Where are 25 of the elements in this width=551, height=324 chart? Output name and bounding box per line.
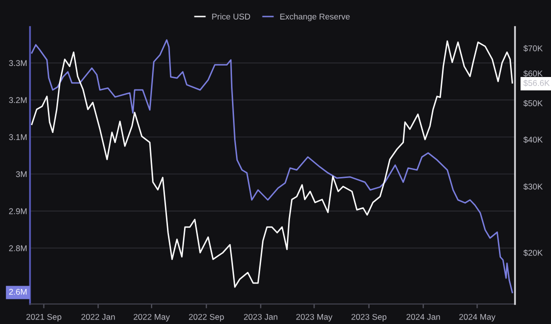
y2-tick-label: $60K <box>523 70 543 77</box>
y2-tick-label: $20K <box>523 249 543 256</box>
y-tick-label: 3M <box>16 171 27 178</box>
x-tick-label: 2024 May <box>459 314 496 322</box>
x-tick-label: 2024 Jan <box>406 314 440 320</box>
y-tick-label: 2.9M <box>9 208 27 214</box>
x-tick-label: 2022 Jan <box>81 314 115 320</box>
text: 2.6M <box>9 288 27 295</box>
legend-label: Price USD <box>212 13 250 20</box>
y2-tick-label: $40K <box>523 136 543 144</box>
x-tick-label: 2021 Sep <box>26 314 62 322</box>
y2-tick-label: $70K <box>523 45 543 52</box>
legend-label: Exchange Reserve <box>280 13 350 22</box>
y-tick-label: 3.3M <box>9 60 27 66</box>
y2-tick-label: $30K <box>523 183 543 190</box>
x-tick-label: 2023 Jan <box>244 314 278 320</box>
x-tick-label: 2023 May <box>296 314 332 322</box>
y2-tick-label: $50K <box>523 100 543 107</box>
y-tick-label: 3.2M <box>9 97 27 104</box>
x-tick-label: 2023 Sep <box>352 314 386 322</box>
x-tick-label: 2022 May <box>134 314 170 322</box>
y-tick-label: 3.1M <box>9 134 27 140</box>
y-tick-label: 2.8M <box>9 245 27 252</box>
y2-tick-label: $56.6K <box>523 80 550 86</box>
x-tick-label: 2022 Sep <box>188 314 224 322</box>
